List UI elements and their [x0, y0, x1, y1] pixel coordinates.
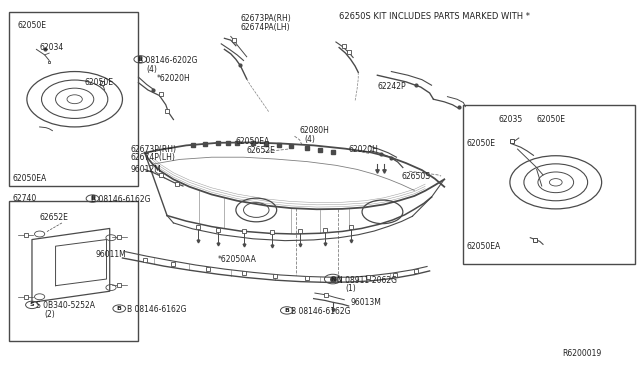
- Text: 62673P(RH): 62673P(RH): [131, 145, 177, 154]
- Text: 62740: 62740: [13, 195, 37, 203]
- Text: 62035: 62035: [499, 115, 523, 124]
- Text: (1): (1): [346, 284, 356, 293]
- Text: 62050E: 62050E: [467, 139, 495, 148]
- Text: 96011M: 96011M: [96, 250, 127, 259]
- Text: 62050EA: 62050EA: [236, 137, 270, 146]
- Text: S: S: [29, 302, 35, 307]
- Text: N 08911-2062G: N 08911-2062G: [337, 276, 397, 285]
- Text: B: B: [117, 306, 122, 311]
- Text: (4): (4): [304, 135, 315, 144]
- Text: 62080H: 62080H: [300, 126, 330, 135]
- Text: 62050E: 62050E: [84, 78, 113, 87]
- Bar: [9, 13, 138, 186]
- Text: B: B: [284, 308, 289, 313]
- Text: 62242P: 62242P: [378, 82, 406, 91]
- Text: (4): (4): [147, 65, 157, 74]
- Bar: [463, 105, 636, 263]
- Text: 96013M: 96013M: [351, 298, 381, 307]
- Text: 62050EA: 62050EA: [467, 243, 501, 251]
- Text: R6200019: R6200019: [562, 350, 602, 359]
- Text: 62650S: 62650S: [401, 172, 431, 181]
- Text: 62020H: 62020H: [349, 145, 378, 154]
- Text: S 0B340-5252A: S 0B340-5252A: [36, 301, 95, 311]
- Text: B 08146-6162G: B 08146-6162G: [91, 195, 150, 204]
- Text: 62652E: 62652E: [246, 147, 276, 155]
- Text: 62673PA(RH): 62673PA(RH): [241, 13, 291, 22]
- Text: 62674PA(LH): 62674PA(LH): [241, 23, 290, 32]
- Text: 62050E: 62050E: [17, 21, 46, 30]
- Text: *62020H: *62020H: [156, 74, 190, 83]
- Text: 62650S KIT INCLUDES PARTS MARKED WITH *: 62650S KIT INCLUDES PARTS MARKED WITH *: [339, 12, 530, 21]
- Text: 96012M: 96012M: [131, 165, 161, 174]
- Text: B: B: [90, 196, 95, 201]
- Text: B 08146-6162G: B 08146-6162G: [291, 307, 351, 316]
- Text: 62652E: 62652E: [40, 213, 68, 222]
- Text: 62674P(LH): 62674P(LH): [131, 153, 175, 162]
- Text: 62034: 62034: [40, 43, 64, 52]
- Text: *62050AA: *62050AA: [218, 255, 257, 264]
- Text: B 08146-6162G: B 08146-6162G: [127, 305, 186, 314]
- Text: 62050E: 62050E: [537, 115, 566, 124]
- Text: (2): (2): [45, 310, 56, 319]
- Text: N: N: [330, 276, 335, 282]
- Bar: [9, 201, 138, 341]
- Text: 62050EA: 62050EA: [13, 174, 47, 183]
- Text: B 08146-6202G: B 08146-6202G: [138, 56, 198, 65]
- Text: B: B: [138, 57, 143, 62]
